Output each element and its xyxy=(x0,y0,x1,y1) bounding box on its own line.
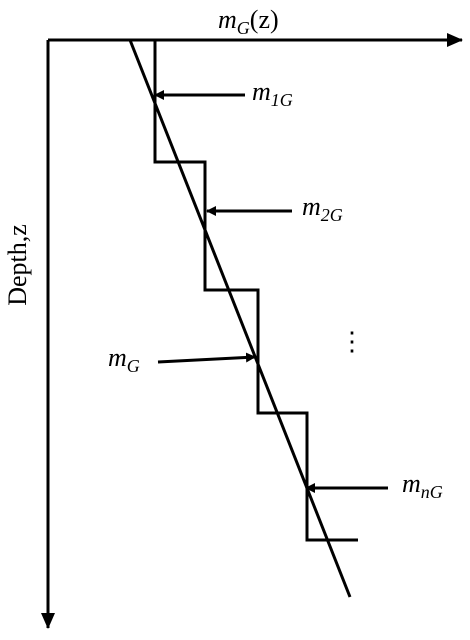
label-part: m xyxy=(108,343,127,372)
linear-profile xyxy=(128,39,352,598)
label-part: G xyxy=(127,356,140,376)
label-part: m xyxy=(302,192,321,221)
label-part: nG xyxy=(421,482,443,502)
staircase xyxy=(153,40,358,542)
y-axis-label: Depth,z xyxy=(3,224,32,306)
pointer-arrow xyxy=(157,352,256,364)
ellipsis: ⋮ xyxy=(339,327,365,356)
layer-label: mG xyxy=(108,343,140,376)
label-part: m xyxy=(402,469,421,498)
label-part: 2G xyxy=(321,205,343,225)
label-part: (z) xyxy=(250,5,279,34)
label-part: m xyxy=(218,5,237,34)
x-axis-label: mG(z) xyxy=(218,5,279,38)
label-part: m xyxy=(252,77,271,106)
layer-label: m1G xyxy=(252,77,293,110)
layer-label: m2G xyxy=(302,192,343,225)
layer-label: mnG xyxy=(402,469,443,502)
label-part: G xyxy=(237,18,250,38)
label-part: 1G xyxy=(271,90,293,110)
